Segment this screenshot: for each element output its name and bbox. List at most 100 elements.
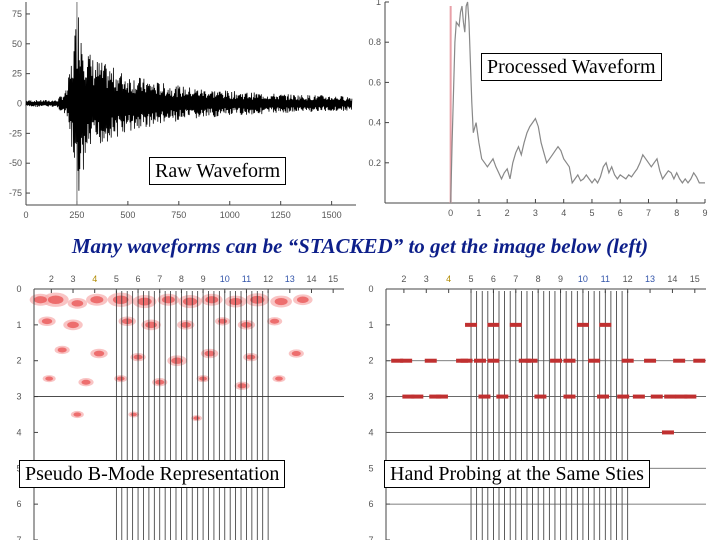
bmode-reflector bbox=[45, 376, 54, 381]
hand-y-tick-label: 6 bbox=[368, 499, 373, 509]
processed-x-tick-label: 6 bbox=[618, 208, 623, 218]
stacking-caption: Many waveforms can be “STACKED” to get t… bbox=[71, 234, 649, 258]
hand-probe-mark bbox=[599, 322, 612, 327]
bmode-reflector bbox=[204, 350, 215, 357]
hand-probe-mark bbox=[496, 394, 509, 399]
hand-probe-mark bbox=[473, 358, 486, 363]
raw-y-tick-label: -50 bbox=[9, 158, 22, 168]
raw-y-tick-label: -25 bbox=[9, 128, 22, 138]
bmode-reflector bbox=[246, 354, 256, 360]
hand-probe-mark bbox=[525, 358, 538, 363]
bmode-x-tick-label: 12 bbox=[263, 274, 273, 284]
hand-y-tick-label: 4 bbox=[368, 427, 373, 437]
hand-probe-mark bbox=[661, 430, 674, 435]
raw-x-tick-label: 750 bbox=[171, 210, 186, 220]
processed-x-tick-label: 9 bbox=[702, 208, 707, 218]
hand-probe-mark bbox=[563, 358, 576, 363]
bmode-x-tick-label: 13 bbox=[285, 274, 295, 284]
processed-x-tick-label: 5 bbox=[589, 208, 594, 218]
hand-y-tick-label: 3 bbox=[368, 392, 373, 402]
bmode-y-tick-label: 3 bbox=[16, 392, 21, 402]
processed-x-tick-label: 0 bbox=[448, 208, 453, 218]
bmode-x-tick-label: 7 bbox=[157, 274, 162, 284]
raw-y-tick-label: 75 bbox=[12, 9, 22, 19]
hand-x-tick-label: 13 bbox=[645, 274, 655, 284]
processed-y-tick-label: 0.6 bbox=[368, 77, 381, 87]
bmode-reflector bbox=[291, 351, 301, 357]
hand-x-tick-label: 2 bbox=[401, 274, 406, 284]
hand-probing-label: Hand Probing at the Same Sties bbox=[384, 460, 650, 488]
hand-x-tick-label: 14 bbox=[667, 274, 677, 284]
bmode-reflector bbox=[112, 295, 129, 305]
bmode-reflector bbox=[182, 297, 198, 306]
bmode-reflector bbox=[71, 300, 84, 307]
hand-y-tick-label: 1 bbox=[368, 320, 373, 330]
hand-x-tick-label: 7 bbox=[513, 274, 518, 284]
raw-waveform-label: Raw Waveform bbox=[149, 157, 287, 185]
bmode-heat-layer bbox=[29, 292, 313, 422]
hand-probe-mark bbox=[563, 394, 576, 399]
hand-probe-mark bbox=[621, 358, 634, 363]
bmode-y-tick-label: 4 bbox=[16, 427, 21, 437]
hand-probe-mark bbox=[487, 358, 500, 363]
hand-probe-mark bbox=[460, 358, 473, 363]
processed-x-tick-label: 3 bbox=[533, 208, 538, 218]
bmode-reflector bbox=[296, 296, 309, 303]
raw-x-tick-label: 1250 bbox=[271, 210, 291, 220]
bmode-reflector bbox=[47, 295, 64, 305]
hand-probe-mark bbox=[478, 394, 491, 399]
bmode-reflector bbox=[93, 350, 105, 357]
hand-probe-mark bbox=[391, 358, 404, 363]
bmode-reflector bbox=[137, 297, 152, 306]
processed-waveform-label: Processed Waveform bbox=[481, 53, 662, 81]
bmode-reflector bbox=[171, 357, 183, 364]
hand-probe-mark bbox=[411, 394, 424, 399]
hand-probe-mark bbox=[684, 394, 697, 399]
bmode-reflector bbox=[275, 376, 283, 381]
hand-probe-mark bbox=[424, 358, 437, 363]
bmode-y-tick-label: 2 bbox=[16, 356, 21, 366]
hand-y-tick-label: 0 bbox=[368, 284, 373, 294]
processed-waveform-line bbox=[450, 1, 705, 204]
bmode-x-tick-label: 10 bbox=[220, 274, 230, 284]
hand-x-tick-label: 9 bbox=[558, 274, 563, 284]
bmode-reflector bbox=[205, 296, 219, 304]
hand-probe-mark bbox=[632, 394, 645, 399]
raw-y-tick-label: 0 bbox=[17, 99, 22, 109]
hand-probe-mark bbox=[402, 394, 415, 399]
bmode-y-tick-label: 6 bbox=[16, 499, 21, 509]
bmode-x-tick-label: 8 bbox=[179, 274, 184, 284]
bmode-y-tick-label: 1 bbox=[16, 320, 21, 330]
processed-x-tick-label: 4 bbox=[561, 208, 566, 218]
processed-x-tick-label: 8 bbox=[674, 208, 679, 218]
hand-probe-mark bbox=[487, 322, 500, 327]
hand-y-tick-label: 2 bbox=[368, 356, 373, 366]
bmode-reflector bbox=[57, 347, 67, 353]
raw-y-tick-label: 50 bbox=[12, 39, 22, 49]
hand-x-tick-label: 3 bbox=[424, 274, 429, 284]
bmode-y-tick-label: 0 bbox=[16, 284, 21, 294]
hand-probe-mark bbox=[617, 394, 630, 399]
hand-probe-mark bbox=[673, 358, 686, 363]
bmode-x-tick-label: 15 bbox=[328, 274, 338, 284]
hand-probe-mark bbox=[465, 322, 478, 327]
hand-y-tick-label: 5 bbox=[368, 463, 373, 473]
processed-y-tick-label: 1 bbox=[376, 0, 381, 7]
hand-probe-mark bbox=[576, 322, 589, 327]
bmode-reflector bbox=[34, 296, 48, 304]
bmode-reflector bbox=[41, 318, 53, 325]
processed-x-tick-label: 7 bbox=[646, 208, 651, 218]
hand-probe-mark bbox=[435, 394, 448, 399]
raw-x-tick-label: 0 bbox=[23, 210, 28, 220]
bmode-x-tick-label: 14 bbox=[306, 274, 316, 284]
hand-x-tick-label: 5 bbox=[469, 274, 474, 284]
bmode-reflector bbox=[161, 296, 175, 304]
bmode-x-tick-label: 6 bbox=[136, 274, 141, 284]
processed-y-tick-label: 0.8 bbox=[368, 37, 381, 47]
bmode-x-tick-label: 11 bbox=[242, 274, 251, 284]
bmode-y-tick-label: 7 bbox=[16, 535, 21, 540]
bmode-reflector bbox=[67, 321, 79, 329]
raw-y-tick-label: 25 bbox=[12, 69, 22, 79]
raw-x-tick-label: 250 bbox=[69, 210, 84, 220]
